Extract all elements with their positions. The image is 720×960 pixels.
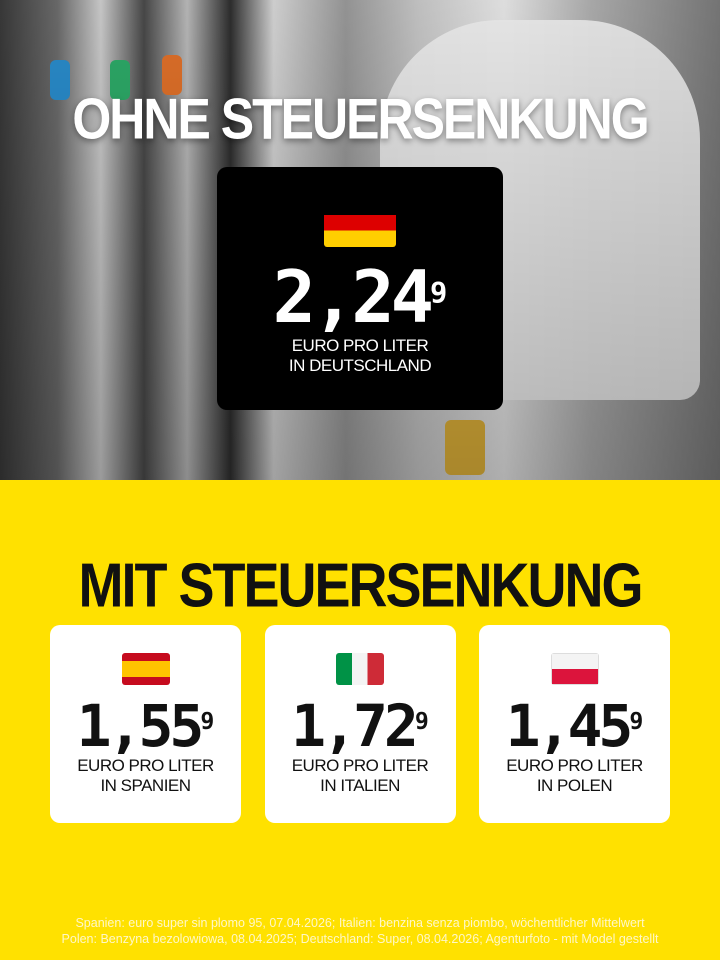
- italy-price: 1,729: [291, 692, 429, 760]
- footnote-line-1: Spanien: euro super sin plomo 95, 07.04.…: [75, 916, 645, 930]
- pump-nozzle-yellow: [445, 420, 485, 475]
- footnote-line-2: Polen: Benzyna bezolowiowa, 08.04.2025; …: [61, 932, 659, 946]
- source-footnote: Spanien: euro super sin plomo 95, 07.04.…: [0, 915, 720, 947]
- pump-nozzle-green: [110, 60, 130, 100]
- italy-label-1: EURO PRO LITER: [291, 756, 429, 775]
- germany-label-1: EURO PRO LITER: [291, 336, 429, 355]
- headline-mid: MIT STEUERSENKUNG: [78, 551, 643, 621]
- italy-price-card: 1,729 EURO PRO LITER IN ITALIEN: [264, 625, 456, 823]
- pump-nozzle-blue: [50, 60, 70, 100]
- background-photo: [0, 0, 720, 480]
- spain-label-2: IN SPANIEN: [100, 776, 191, 795]
- spain-price: 1,559: [76, 692, 215, 760]
- poland-label-1: EURO PRO LITER: [506, 756, 643, 775]
- poland-price-card: 1,459 EURO PRO LITER IN POLEN: [479, 625, 670, 823]
- spain-price-card: 1,559 EURO PRO LITER IN SPANIEN: [50, 625, 241, 823]
- germany-label-2: IN DEUTSCHLAND: [288, 356, 432, 375]
- poland-price: 1,459: [505, 692, 644, 760]
- spain-flag-icon: [121, 653, 170, 685]
- spain-label-1: EURO PRO LITER: [77, 756, 214, 775]
- germany-flag-icon: [324, 199, 396, 247]
- country-cards: 1,559 EURO PRO LITER IN SPANIEN 1,729 EU…: [50, 625, 670, 823]
- germany-price: 2,249: [272, 255, 448, 339]
- poland-label-2: IN POLEN: [536, 776, 613, 795]
- italy-label-2: IN ITALIEN: [320, 776, 400, 795]
- italy-flag-icon: [336, 653, 384, 685]
- headline-top: OHNE STEUERSENKUNG: [72, 86, 649, 152]
- germany-price-card: 2,249 EURO PRO LITER IN DEUTSCHLAND: [217, 167, 503, 410]
- poland-flag-icon: [550, 653, 599, 685]
- pump-nozzle-orange: [162, 55, 182, 95]
